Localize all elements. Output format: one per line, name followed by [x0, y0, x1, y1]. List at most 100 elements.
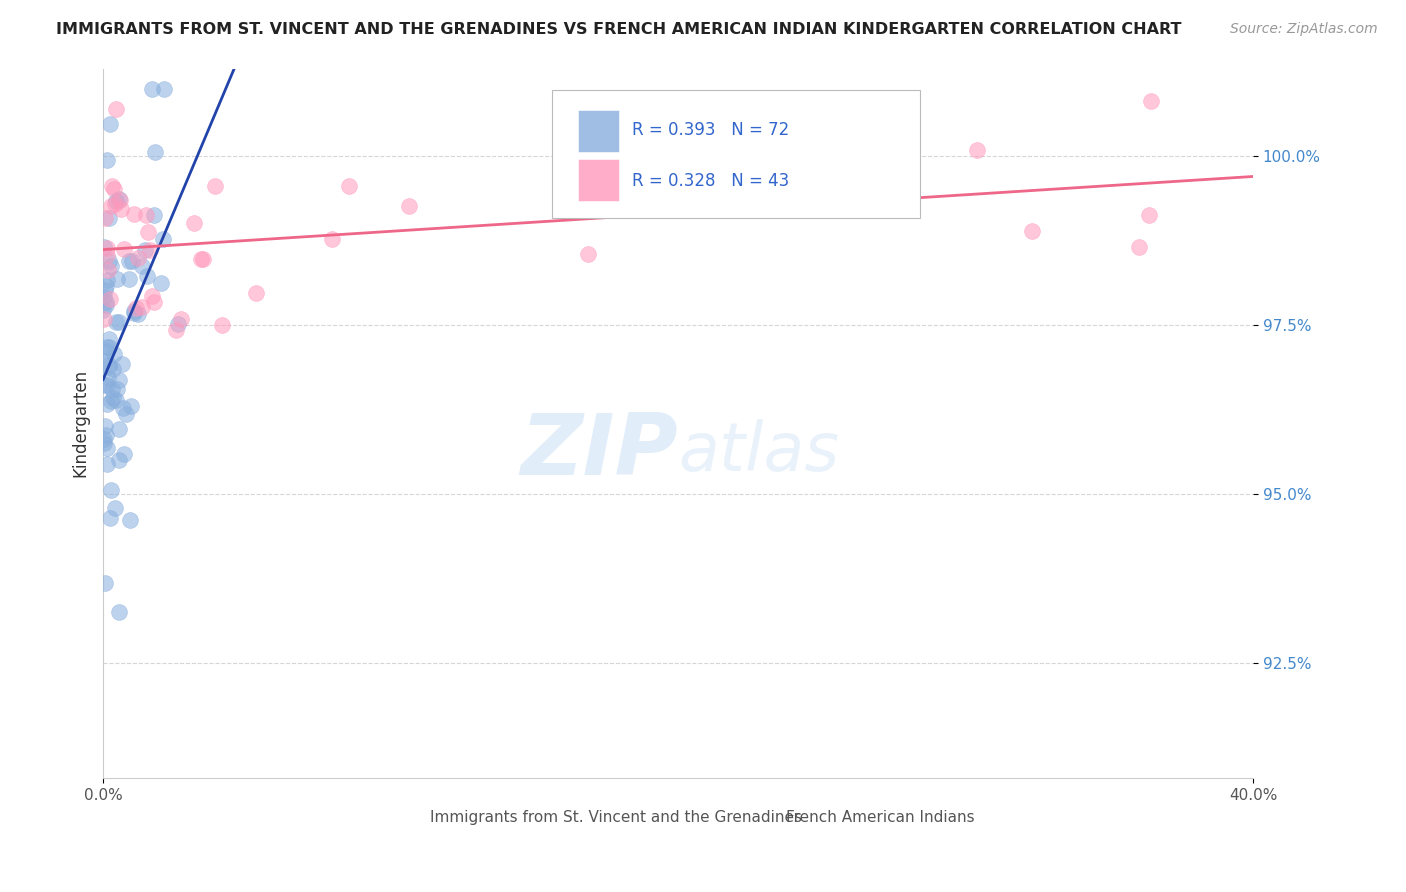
Point: [135, 208, 157, 222]
Point: [118, 513, 141, 527]
Point: [94, 278, 117, 293]
Point: [966, 143, 988, 157]
Point: [150, 276, 173, 290]
Point: [104, 392, 127, 407]
Point: [1021, 224, 1043, 238]
Point: [96, 339, 118, 353]
Point: [321, 232, 343, 246]
Point: [846, 194, 869, 208]
Point: [93, 240, 115, 254]
Point: [112, 447, 135, 461]
Point: [93, 436, 115, 450]
Point: [108, 453, 131, 467]
Point: [96, 442, 118, 456]
Point: [96, 241, 118, 255]
Point: [122, 306, 145, 320]
Point: [96, 427, 118, 442]
Point: [100, 394, 122, 409]
FancyBboxPatch shape: [578, 160, 620, 202]
Text: Immigrants from St. Vincent and the Grenadines: Immigrants from St. Vincent and the Gren…: [430, 810, 801, 825]
Point: [94, 298, 117, 312]
Point: [111, 401, 134, 415]
Point: [104, 102, 127, 116]
Point: [93, 311, 115, 326]
Point: [576, 246, 599, 260]
FancyBboxPatch shape: [578, 110, 620, 152]
Point: [93, 576, 115, 591]
Point: [100, 382, 122, 396]
Point: [94, 295, 117, 310]
Point: [98, 117, 121, 131]
Point: [93, 290, 115, 304]
Point: [97, 263, 120, 277]
Point: [93, 354, 115, 368]
Point: [108, 373, 131, 387]
Point: [100, 199, 122, 213]
Point: [124, 301, 146, 315]
Point: [103, 347, 125, 361]
Point: [191, 252, 214, 266]
Point: [100, 259, 122, 273]
Point: [94, 344, 117, 359]
Point: [96, 397, 118, 411]
Point: [93, 377, 115, 392]
Point: [122, 303, 145, 318]
Point: [93, 302, 115, 317]
Point: [98, 292, 121, 306]
Text: atlas: atlas: [678, 418, 839, 484]
Point: [122, 207, 145, 221]
Point: [93, 432, 115, 446]
Point: [337, 179, 360, 194]
Point: [101, 178, 124, 193]
Point: [98, 211, 121, 225]
Point: [101, 391, 124, 405]
Point: [152, 232, 174, 246]
Point: [96, 272, 118, 286]
Point: [94, 419, 117, 434]
FancyBboxPatch shape: [394, 803, 425, 830]
Point: [190, 252, 212, 267]
FancyBboxPatch shape: [551, 90, 920, 218]
Point: [245, 285, 267, 300]
Point: [97, 340, 120, 354]
Point: [98, 332, 121, 346]
Text: R = 0.328   N = 43: R = 0.328 N = 43: [633, 171, 789, 190]
Point: [136, 269, 159, 284]
Point: [1128, 240, 1150, 254]
Point: [586, 179, 609, 194]
Point: [127, 251, 149, 265]
Point: [105, 271, 128, 285]
Point: [103, 181, 125, 195]
Point: [97, 371, 120, 385]
Point: [111, 357, 134, 371]
Text: IMMIGRANTS FROM ST. VINCENT AND THE GRENADINES VS FRENCH AMERICAN INDIAN KINDERG: IMMIGRANTS FROM ST. VINCENT AND THE GREN…: [56, 22, 1181, 37]
Point: [134, 243, 156, 257]
Point: [183, 216, 205, 230]
Point: [108, 316, 131, 330]
Point: [118, 272, 141, 286]
Point: [104, 197, 127, 211]
Point: [104, 501, 127, 516]
Point: [167, 317, 190, 331]
Point: [142, 294, 165, 309]
Point: [115, 407, 138, 421]
Point: [108, 422, 131, 436]
Point: [141, 288, 163, 302]
Point: [165, 322, 187, 336]
Point: [1140, 94, 1163, 108]
Point: [96, 153, 118, 167]
Point: [112, 242, 135, 256]
Point: [120, 399, 142, 413]
Point: [121, 253, 143, 268]
Point: [211, 318, 233, 332]
Point: [97, 254, 120, 268]
Point: [100, 483, 122, 497]
Point: [143, 145, 166, 159]
Point: [110, 202, 132, 217]
Point: [127, 307, 149, 321]
Y-axis label: Kindergarten: Kindergarten: [72, 369, 89, 477]
Point: [882, 166, 904, 180]
Point: [138, 243, 160, 257]
Point: [170, 312, 193, 326]
Point: [107, 193, 129, 207]
